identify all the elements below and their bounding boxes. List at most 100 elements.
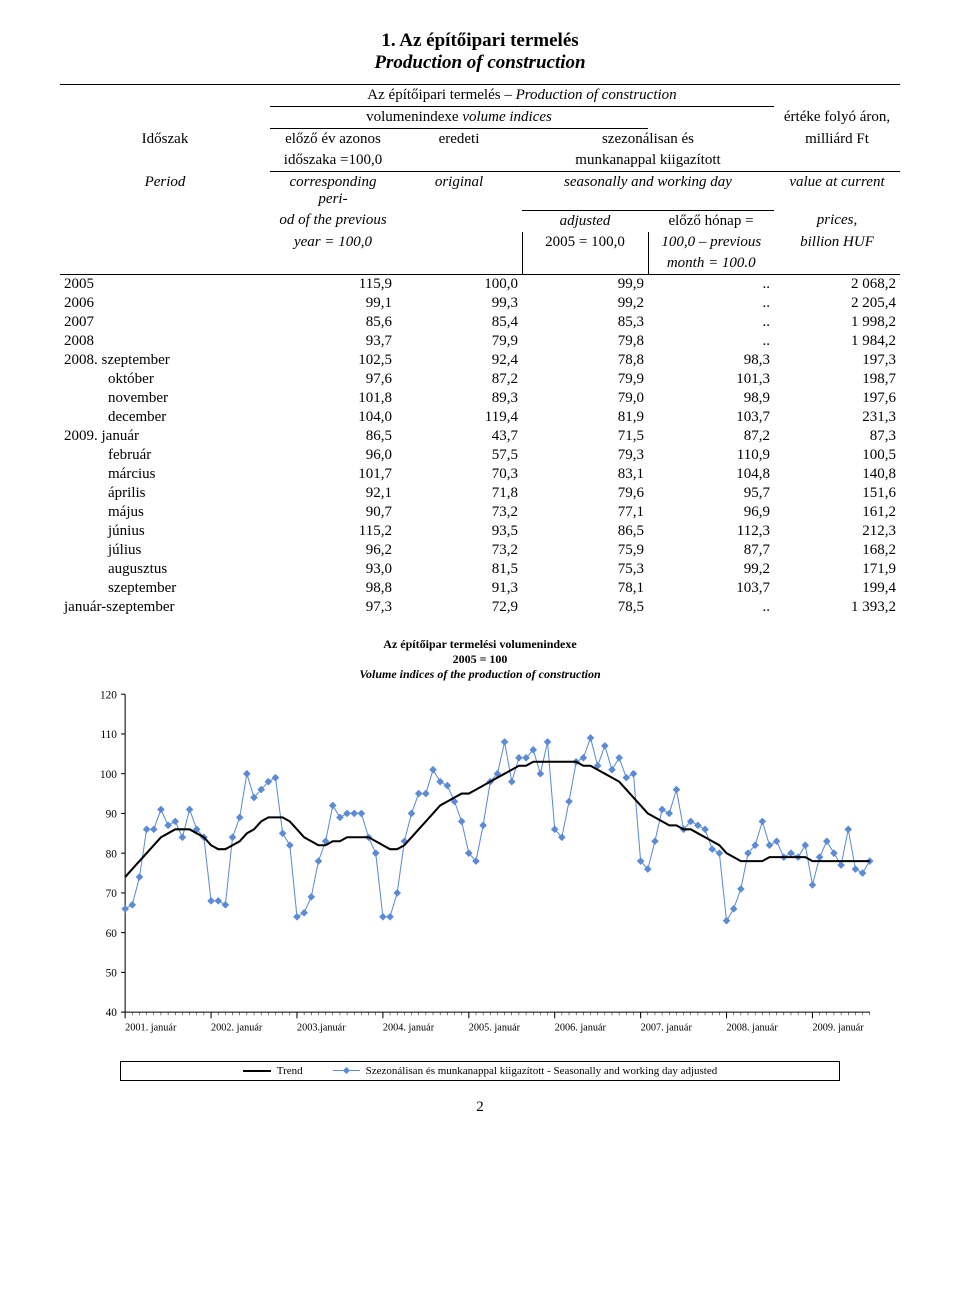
hdr-corr1: corresponding peri- [270, 172, 396, 211]
hdr-seas1: seasonally and working day [522, 172, 774, 211]
row-value: 212,3 [774, 522, 900, 541]
table-row: június115,293,586,5112,3212,3 [60, 522, 900, 541]
hdr-prev2: 100,0 – previous [661, 234, 761, 250]
row-value: 103,7 [648, 579, 774, 598]
svg-text:2005. január: 2005. január [469, 1022, 521, 1033]
row-value: 77,1 [522, 503, 648, 522]
row-value: 99,3 [396, 294, 522, 313]
row-value: 93,7 [270, 332, 396, 351]
chart-title-base: 2005 = 100 [60, 652, 900, 667]
hdr-idoszak: Időszak [60, 129, 270, 151]
row-value: 73,2 [396, 541, 522, 560]
row-label: július [60, 541, 270, 560]
row-value: 99,2 [522, 294, 648, 313]
row-value: 92,4 [396, 351, 522, 370]
row-label: augusztus [60, 560, 270, 579]
hdr-val2: prices, [774, 210, 900, 232]
row-value: 99,9 [522, 275, 648, 294]
svg-text:2001. január: 2001. január [125, 1022, 177, 1033]
svg-text:60: 60 [106, 927, 118, 939]
row-value: 98,3 [648, 351, 774, 370]
row-value: 115,9 [270, 275, 396, 294]
table-row: május90,773,277,196,9161,2 [60, 503, 900, 522]
row-label: szeptember [60, 579, 270, 598]
hdr-eredeti: eredeti [396, 129, 522, 151]
row-value: 96,9 [648, 503, 774, 522]
row-value: 83,1 [522, 465, 648, 484]
svg-text:2004. január: 2004. január [383, 1022, 435, 1033]
row-value: 93,0 [270, 560, 396, 579]
row-value: .. [648, 275, 774, 294]
row-value: 79,9 [522, 370, 648, 389]
hdr-top-en: Production of construction [516, 87, 677, 103]
row-value: 104,8 [648, 465, 774, 484]
row-value: 86,5 [270, 427, 396, 446]
hdr-elozo1: előző év azonos [270, 129, 396, 151]
row-label: január-szeptember [60, 598, 270, 617]
svg-text:90: 90 [106, 808, 118, 820]
table-row: április92,171,879,695,7151,6 [60, 484, 900, 503]
row-label: 2008 [60, 332, 270, 351]
table-row: 200699,199,399,2..2 205,4 [60, 294, 900, 313]
hdr-val1: value at current [774, 172, 900, 211]
hdr-prev3: month = 100.0 [648, 253, 774, 275]
table-row: 2008. szeptember102,592,478,898,3197,3 [60, 351, 900, 370]
row-value: 101,3 [648, 370, 774, 389]
row-value: 79,8 [522, 332, 648, 351]
row-value: 99,2 [648, 560, 774, 579]
row-value: 85,3 [522, 313, 648, 332]
hdr-vol-en: volume indices [462, 109, 552, 125]
row-label: február [60, 446, 270, 465]
row-value: 112,3 [648, 522, 774, 541]
row-label: október [60, 370, 270, 389]
row-value: 101,8 [270, 389, 396, 408]
row-label: június [60, 522, 270, 541]
row-value: 87,2 [396, 370, 522, 389]
row-value: 110,9 [648, 446, 774, 465]
row-value: 78,8 [522, 351, 648, 370]
row-label: 2006 [60, 294, 270, 313]
hdr-base: 2005 = 100,0 [522, 232, 648, 253]
row-value: 2 205,4 [774, 294, 900, 313]
row-value: 79,6 [522, 484, 648, 503]
hdr-value-hu: értéke folyó áron, [774, 107, 900, 129]
row-value: 168,2 [774, 541, 900, 560]
row-value: 79,9 [396, 332, 522, 351]
row-value: 231,3 [774, 408, 900, 427]
hdr-val3: billion HUF [774, 232, 900, 253]
hdr-top-hu: Az építőipari termelés – [367, 87, 515, 103]
svg-text:2003.január: 2003.január [297, 1022, 346, 1033]
chart-title: Az építőipar termelési volumenindexe 200… [60, 637, 900, 682]
table-row: augusztus93,081,575,399,2171,9 [60, 560, 900, 579]
row-value: 78,1 [522, 579, 648, 598]
main-subtitle: Production of construction [60, 52, 900, 74]
row-value: 81,9 [522, 408, 648, 427]
row-label: december [60, 408, 270, 427]
row-label: április [60, 484, 270, 503]
table-row: február96,057,579,3110,9100,5 [60, 446, 900, 465]
row-value: 57,5 [396, 446, 522, 465]
svg-text:120: 120 [100, 689, 117, 701]
row-value: 151,6 [774, 484, 900, 503]
row-value: 98,8 [270, 579, 396, 598]
row-label: 2008. szeptember [60, 351, 270, 370]
table-row: 2005115,9100,099,9..2 068,2 [60, 275, 900, 294]
svg-text:40: 40 [106, 1007, 118, 1019]
table-header: Az építőipari termelés – Production of c… [60, 84, 900, 275]
row-value: 79,3 [522, 446, 648, 465]
hdr-seas2: adjusted [522, 210, 648, 232]
row-value: 91,3 [396, 579, 522, 598]
table-row: 200785,685,485,3..1 998,2 [60, 313, 900, 332]
hdr-corr2: od of the previous [270, 210, 396, 232]
legend-trend-swatch [243, 1070, 271, 1072]
row-value: 96,2 [270, 541, 396, 560]
data-table: 2005115,9100,099,9..2 068,2200699,199,39… [60, 275, 900, 617]
row-value: 98,9 [648, 389, 774, 408]
table-row: november101,889,379,098,9197,6 [60, 389, 900, 408]
row-value: 199,4 [774, 579, 900, 598]
svg-text:2009. január: 2009. január [812, 1022, 864, 1033]
hdr-szezon2: munkanappal kiigazított [522, 150, 774, 172]
row-value: .. [648, 598, 774, 617]
chart-legend: Trend Szezonálisan és munkanappal kiigaz… [120, 1061, 840, 1081]
row-label: 2009. január [60, 427, 270, 446]
